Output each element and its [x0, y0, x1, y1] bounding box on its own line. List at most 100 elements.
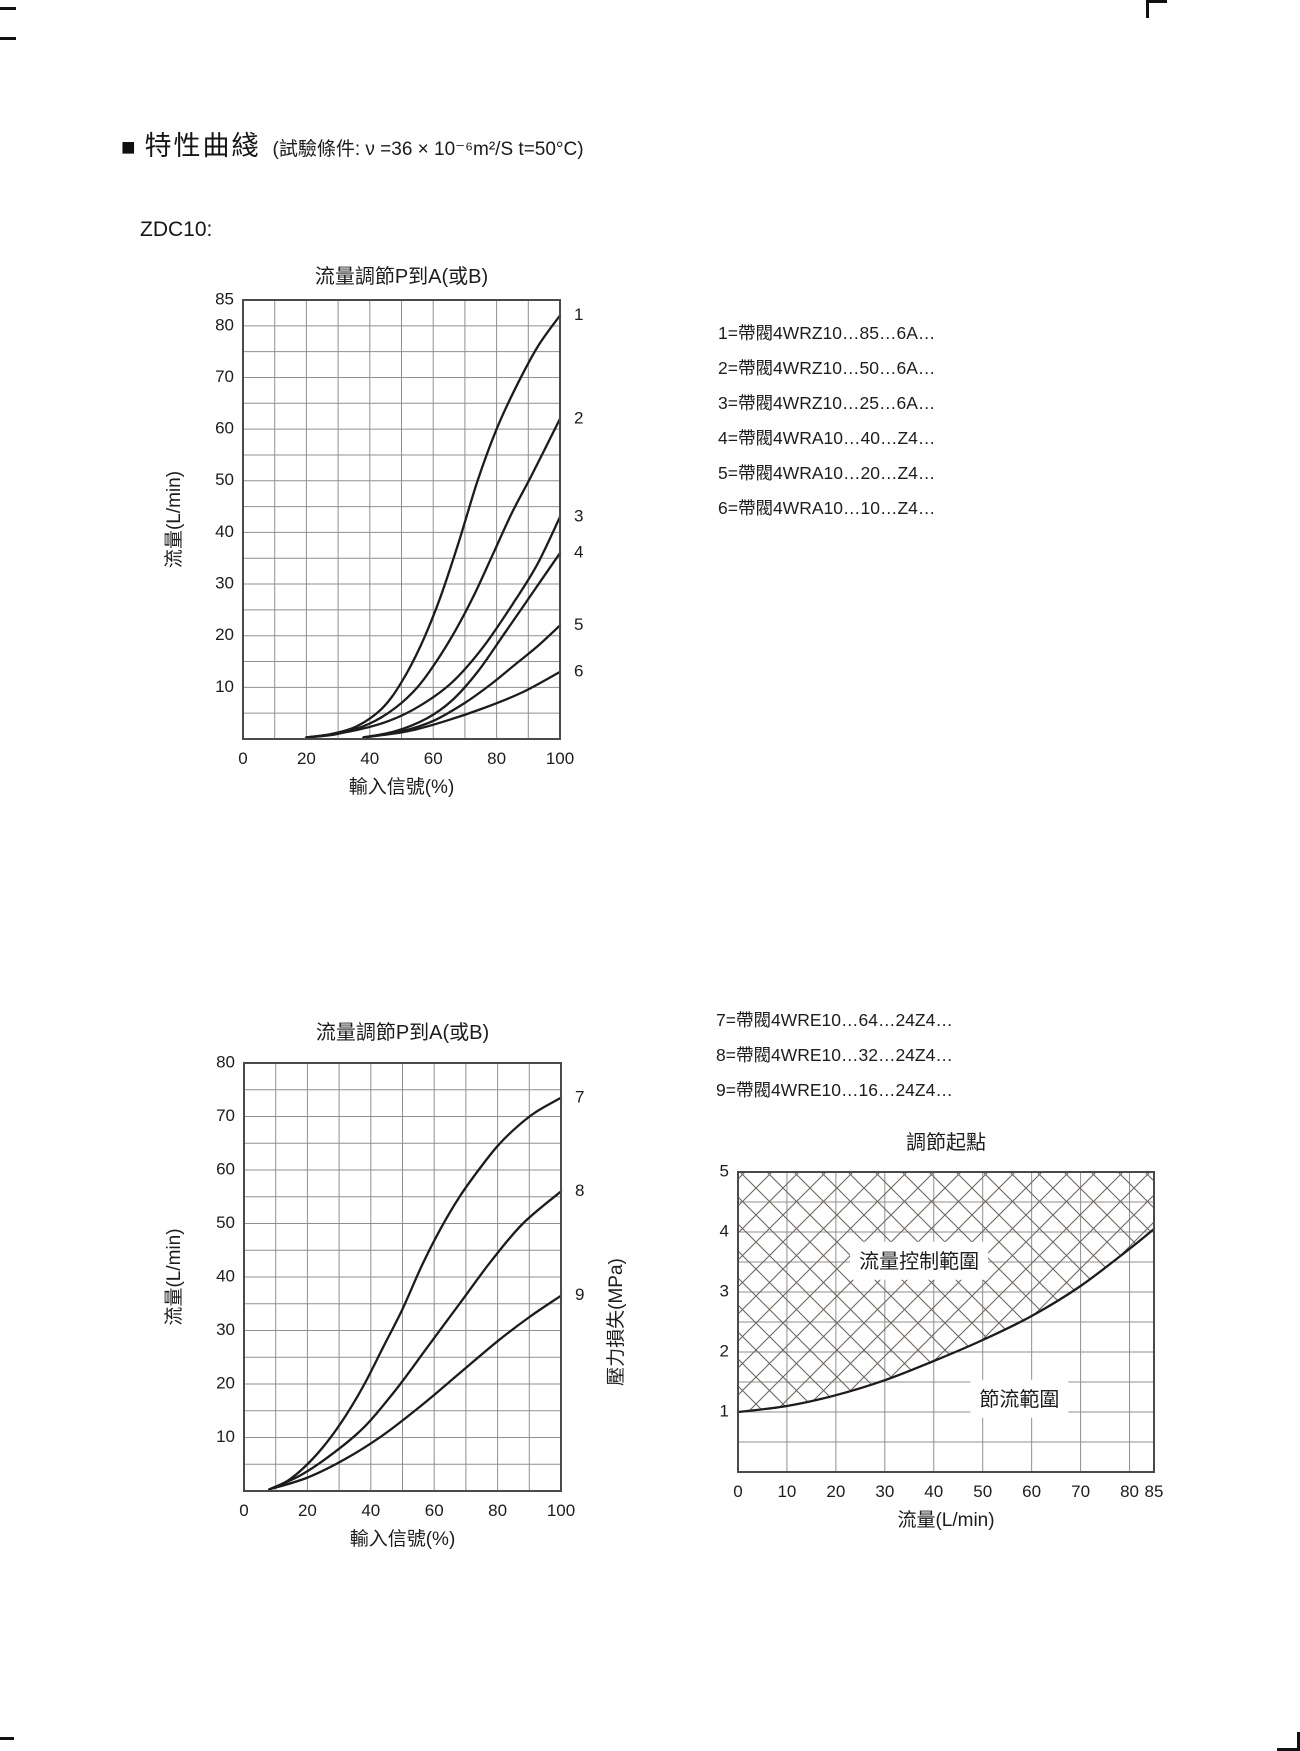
tick: 30: [875, 1482, 894, 1501]
tick: 20: [297, 749, 316, 768]
chart-flow-adjust-2: 7 8 9 10 20 30 40 50 60 70 80 0 20 40 60 80 100 流量調節P到A(或…: [163, 1021, 584, 1550]
curve-label: 8: [575, 1181, 584, 1200]
tick: 10: [777, 1482, 796, 1501]
annot: 流量控制範圍: [859, 1250, 979, 1273]
tick: 0: [239, 1501, 248, 1520]
chart-title: 流量調節P到A(或B): [315, 265, 488, 288]
crop-mark-bottom-left: [0, 1737, 14, 1740]
annotation-box: [970, 1379, 1069, 1418]
tick: 5: [720, 1161, 729, 1180]
legend-item: 9=帶閥4WRE10…16…24Z4…: [716, 1080, 953, 1100]
section-title: 特性曲綫: [144, 131, 261, 161]
tick: 3: [720, 1281, 729, 1300]
chart-flow-adjust-1: 1 2 3 4 5 6 10 20 30 40 50 60 70 80 85 0 20 40 60 80 100 流量調節…: [163, 265, 583, 798]
crop-mark-top-right: [1146, 0, 1167, 18]
curve-7: [268, 1096, 563, 1491]
tick: 70: [1071, 1482, 1090, 1501]
legend-item: 7=帶閥4WRE10…64…24Z4…: [716, 1010, 953, 1030]
tick: 2: [720, 1341, 729, 1360]
axis-title: 輸入信號(%): [350, 1528, 456, 1550]
tick: 80: [216, 1052, 235, 1071]
tick: 40: [216, 1266, 235, 1285]
tick: 80: [487, 749, 506, 768]
tick: 30: [215, 574, 234, 593]
grid-lines: [242, 299, 561, 740]
tick: 30: [216, 1320, 235, 1339]
legend-item: 2=帶閥4WRZ10…50…6A…: [718, 358, 936, 378]
tick: 20: [215, 625, 234, 644]
grid-lines: [243, 1062, 562, 1492]
tick: 40: [215, 522, 234, 541]
legend-item: 8=帶閥4WRE10…32…24Z4…: [716, 1045, 953, 1065]
curve-label: 6: [574, 661, 583, 680]
curve-4: [362, 551, 562, 739]
crop-mark-top-left-1: [0, 7, 16, 10]
tick: 40: [360, 749, 379, 768]
crop-mark-bottom-right: [1277, 1732, 1300, 1751]
axis-title: 流量(L/min): [163, 1228, 185, 1325]
legend-item: 6=帶閥4WRA10…10…Z4…: [718, 498, 936, 518]
tick: 60: [425, 1501, 444, 1520]
tick: 100: [546, 749, 574, 768]
tick: 80: [1120, 1482, 1139, 1501]
tick: 1: [720, 1401, 729, 1420]
curve-label: 1: [574, 305, 583, 324]
legend-group-1: 1=帶閥4WRZ10…85…6A… 2=帶閥4WRZ10…50…6A… 3=帶閥4W…: [718, 316, 935, 526]
annotation-box: [850, 1241, 989, 1280]
tick: 40: [924, 1482, 943, 1501]
tick: 70: [216, 1106, 235, 1125]
tick: 0: [733, 1482, 742, 1501]
tick: 4: [720, 1221, 729, 1240]
annot: 節流範圍: [979, 1388, 1059, 1411]
curve-9: [268, 1294, 563, 1491]
axis-title: 壓力損失(MPa): [605, 1258, 627, 1386]
tick: 20: [216, 1373, 235, 1392]
tick: 60: [215, 419, 234, 438]
curve-label: 2: [574, 408, 583, 427]
curve-label: 4: [574, 543, 583, 562]
legend-item: 1=帶閥4WRZ10…85…6A…: [718, 323, 936, 343]
hatch-region: [738, 1172, 1154, 1412]
curve-label: 9: [575, 1285, 584, 1304]
tick: 80: [488, 1501, 507, 1520]
axis-title: 流量(L/min): [163, 471, 185, 568]
crop-mark-top-left-2: [0, 37, 16, 40]
legend-item: 5=帶閥4WRA10…20…Z4…: [718, 463, 936, 483]
tick: 100: [547, 1501, 575, 1520]
model-label: ZDC10:: [140, 218, 213, 241]
tick: 85: [215, 289, 234, 308]
tick: 10: [215, 677, 234, 696]
curve-3: [305, 515, 562, 739]
chart-title: 流量調節P到A(或B): [316, 1021, 489, 1044]
chart-title: 調節起點: [906, 1131, 986, 1154]
legend-group-2: 7=帶閥4WRE10…64…24Z4… 8=帶閥4WRE10…32…24Z4… 9=…: [716, 1003, 953, 1108]
tick: 40: [361, 1501, 380, 1520]
curve-label: 3: [574, 506, 583, 525]
tick: 60: [216, 1159, 235, 1178]
curve-2: [305, 417, 562, 739]
curve-6: [362, 670, 562, 739]
curve-8: [268, 1190, 563, 1491]
axis-title: 輸入信號(%): [349, 776, 455, 798]
tick: 70: [215, 367, 234, 386]
curve-5: [362, 624, 562, 739]
legend-item: 3=帶閥4WRZ10…25…6A…: [718, 393, 936, 413]
section-header: ■ 特性曲綫 (試驗條件: ν =36 × 10⁻⁶m²/S t=50°C): [121, 124, 584, 163]
tick: 20: [826, 1482, 845, 1501]
curve-label: 7: [575, 1087, 584, 1106]
tick: 85: [1145, 1482, 1164, 1501]
curve-1: [305, 314, 562, 739]
tick: 50: [215, 470, 234, 489]
tick: 60: [424, 749, 443, 768]
curve-label: 5: [574, 615, 583, 634]
tick: 50: [216, 1213, 235, 1232]
curve-boundary: [736, 1227, 1156, 1414]
section-square-marker: ■: [121, 134, 136, 161]
tick: 80: [215, 315, 234, 334]
tick: 50: [973, 1482, 992, 1501]
test-condition: (試驗條件: ν =36 × 10⁻⁶m²/S t=50°C): [272, 139, 584, 160]
tick: 10: [216, 1427, 235, 1446]
axis-title: 流量(L/min): [897, 1509, 994, 1531]
